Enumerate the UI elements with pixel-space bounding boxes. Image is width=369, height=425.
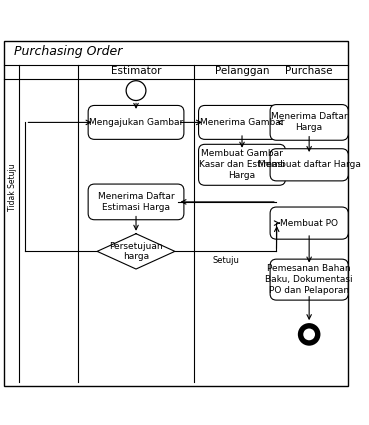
FancyBboxPatch shape xyxy=(199,105,286,139)
FancyBboxPatch shape xyxy=(4,41,348,385)
Text: Pemesanan Bahan
Baku, Dokumentasi
PO dan Pelaporan: Pemesanan Bahan Baku, Dokumentasi PO dan… xyxy=(265,264,353,295)
FancyBboxPatch shape xyxy=(270,259,348,300)
Text: Pelanggan: Pelanggan xyxy=(215,66,269,76)
FancyBboxPatch shape xyxy=(270,149,348,181)
Text: Setuju: Setuju xyxy=(212,256,239,265)
FancyBboxPatch shape xyxy=(270,207,348,239)
Text: Mengajukan Gambar: Mengajukan Gambar xyxy=(89,118,183,127)
FancyBboxPatch shape xyxy=(88,105,184,139)
Text: Purchase: Purchase xyxy=(285,66,333,76)
Text: Menerima Daftar
Estimasi Harga: Menerima Daftar Estimasi Harga xyxy=(98,192,174,212)
Text: Purchasing Order: Purchasing Order xyxy=(14,45,123,58)
Circle shape xyxy=(298,323,320,346)
Circle shape xyxy=(303,329,315,340)
Text: Persetujuan
harga: Persetujuan harga xyxy=(109,242,163,261)
Polygon shape xyxy=(97,234,175,269)
Text: Tidak Setuju: Tidak Setuju xyxy=(7,163,17,211)
Text: Menerima Gambar: Menerima Gambar xyxy=(200,118,284,127)
Text: Membuat PO: Membuat PO xyxy=(280,218,338,228)
FancyBboxPatch shape xyxy=(199,144,286,185)
Text: Membuat daftar Harga: Membuat daftar Harga xyxy=(258,160,361,169)
Text: Membuat Gambar
Kasar dan Estimasi
Harga: Membuat Gambar Kasar dan Estimasi Harga xyxy=(199,149,285,180)
Text: Menerima Daftar
Harga: Menerima Daftar Harga xyxy=(271,112,348,133)
FancyBboxPatch shape xyxy=(270,105,348,140)
Text: Estimator: Estimator xyxy=(111,66,161,76)
FancyBboxPatch shape xyxy=(88,184,184,220)
